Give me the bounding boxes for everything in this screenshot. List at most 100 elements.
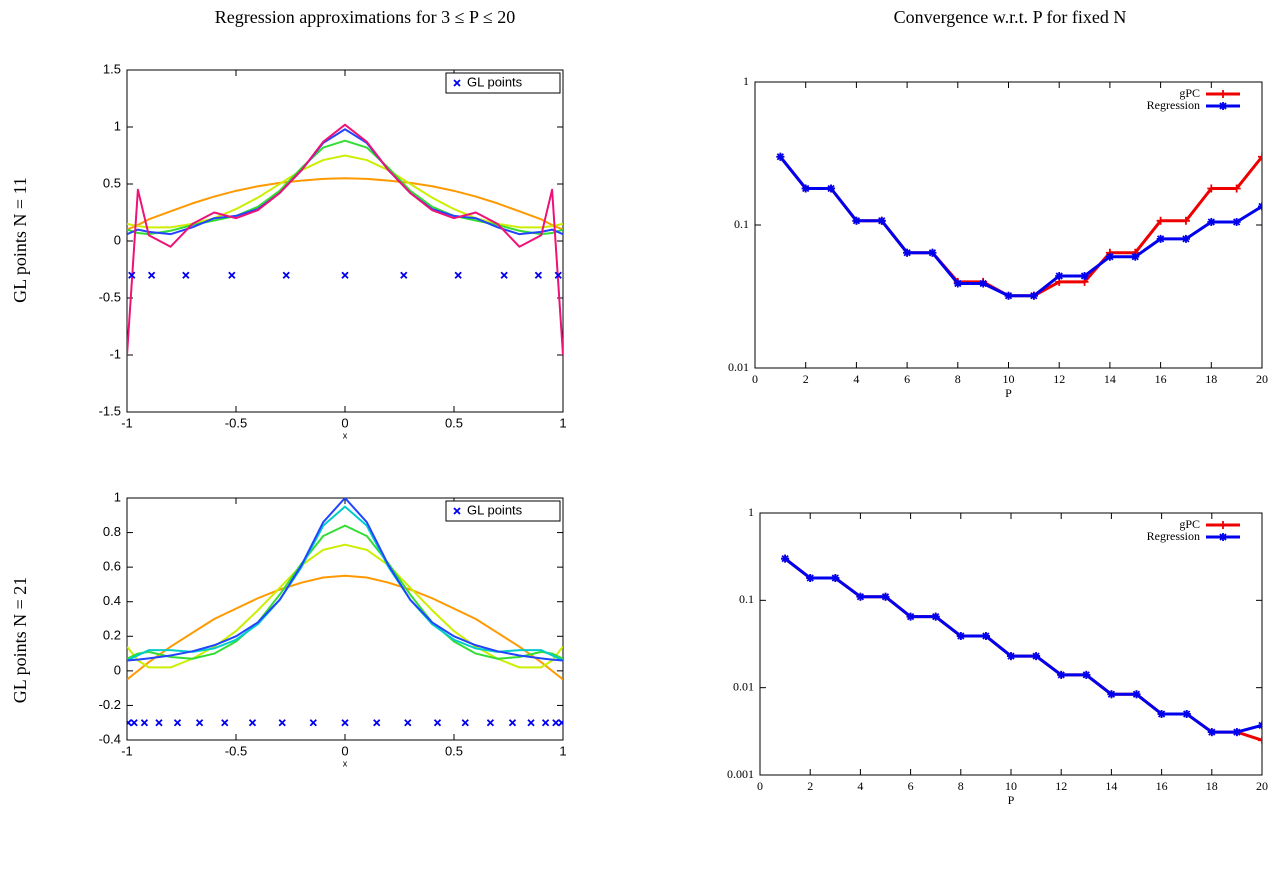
point-marker xyxy=(903,248,912,257)
point-marker xyxy=(1258,202,1262,211)
point-marker xyxy=(309,719,317,727)
x-tick-label: 2 xyxy=(807,779,813,793)
point-marker xyxy=(500,271,508,279)
point-marker xyxy=(228,271,236,279)
legend-marker xyxy=(1219,102,1227,110)
series-line xyxy=(127,154,563,229)
column-title: Regression approximations for 3 ≤ P ≤ 20 xyxy=(215,7,516,27)
legend-box xyxy=(445,72,561,94)
point-marker xyxy=(1181,216,1190,225)
point-marker xyxy=(856,592,865,601)
legend-label: GL points xyxy=(467,502,523,517)
legend-marker xyxy=(1219,533,1227,541)
y-tick-label: 0.1 xyxy=(739,592,754,606)
x-tick-label: 6 xyxy=(908,779,914,793)
plot-frame xyxy=(754,81,1263,369)
series-line xyxy=(779,155,1262,298)
x-tick-label: 8 xyxy=(955,372,961,386)
y-tick-label: 1 xyxy=(743,74,749,88)
series-line xyxy=(784,557,1262,734)
row-label: GL points N = 21 xyxy=(10,577,30,703)
point-marker xyxy=(400,271,408,279)
x-tick-label: 18 xyxy=(1205,372,1217,386)
series-line xyxy=(127,139,563,236)
point-marker xyxy=(127,719,132,727)
x-tick-label: 12 xyxy=(1053,372,1065,386)
x-tick-label: 8 xyxy=(958,779,964,793)
point-marker xyxy=(541,719,550,727)
x-tick-label: 10 xyxy=(1005,779,1017,793)
point-marker xyxy=(558,719,563,727)
point-marker xyxy=(1207,728,1216,737)
y-tick-label: -0.4 xyxy=(99,731,121,746)
point-marker xyxy=(1004,291,1013,300)
point-marker xyxy=(508,719,517,727)
x-tick-label: 6 xyxy=(904,372,910,386)
x-tick-label: -0.5 xyxy=(225,415,247,430)
point-marker xyxy=(182,271,190,279)
y-tick-label: 0.8 xyxy=(103,524,121,539)
point-marker xyxy=(1232,184,1241,193)
point-marker xyxy=(278,719,286,727)
y-tick-label: 0 xyxy=(114,232,121,247)
y-tick-label: 1.5 xyxy=(103,61,121,76)
x-axis-label: x xyxy=(343,430,348,440)
point-marker xyxy=(1207,184,1216,193)
y-tick-label: -0.2 xyxy=(99,697,121,712)
point-marker xyxy=(1107,690,1116,699)
point-marker xyxy=(1156,216,1165,225)
plot-frame xyxy=(759,512,1263,776)
point-marker xyxy=(931,612,940,621)
point-marker xyxy=(979,279,988,288)
series-line xyxy=(127,543,563,669)
point-marker xyxy=(404,719,412,727)
x-tick-label: 12 xyxy=(1055,779,1067,793)
y-tick-label: 0.1 xyxy=(734,217,749,231)
x-tick-label: 14 xyxy=(1105,779,1117,793)
y-tick-label: 0.5 xyxy=(103,175,121,190)
x-tick-label: 20 xyxy=(1256,372,1268,386)
y-tick-label: 1 xyxy=(114,118,121,133)
point-marker xyxy=(454,271,462,279)
x-tick-label: 1 xyxy=(559,743,566,758)
point-marker xyxy=(1258,721,1262,730)
point-marker xyxy=(1207,217,1216,226)
x-tick-label: 10 xyxy=(1003,372,1015,386)
point-marker xyxy=(1157,709,1166,718)
point-marker xyxy=(140,719,149,727)
point-marker xyxy=(801,184,810,193)
point-marker xyxy=(1156,234,1165,243)
x-tick-label: 1 xyxy=(559,415,566,430)
point-marker xyxy=(831,574,840,583)
legend-marker xyxy=(453,507,461,515)
point-marker xyxy=(981,632,990,641)
point-marker xyxy=(534,271,543,279)
x-tick-label: 0 xyxy=(341,743,348,758)
point-marker xyxy=(552,719,560,727)
point-marker xyxy=(433,719,442,727)
x-tick-label: 20 xyxy=(1256,779,1268,793)
x-axis-label: P xyxy=(1008,793,1015,807)
point-marker xyxy=(486,719,495,727)
point-marker xyxy=(1007,652,1015,661)
y-tick-label: 0 xyxy=(114,662,121,677)
plot-frame xyxy=(126,497,564,741)
x-tick-label: 14 xyxy=(1104,372,1116,386)
x-tick-label: 0 xyxy=(752,372,758,386)
point-marker xyxy=(953,279,962,288)
point-marker xyxy=(130,719,138,727)
y-tick-label: 1 xyxy=(114,489,121,504)
x-tick-label: 4 xyxy=(857,779,863,793)
point-marker xyxy=(881,592,890,601)
point-marker xyxy=(155,719,163,727)
y-tick-label: -1.5 xyxy=(99,403,121,418)
y-tick-label: 1 xyxy=(748,505,754,519)
series-line xyxy=(127,128,563,236)
point-marker xyxy=(877,216,886,225)
series-line xyxy=(127,505,563,662)
point-marker xyxy=(341,271,349,279)
plot-area xyxy=(781,554,1262,745)
plot-area xyxy=(127,498,563,727)
